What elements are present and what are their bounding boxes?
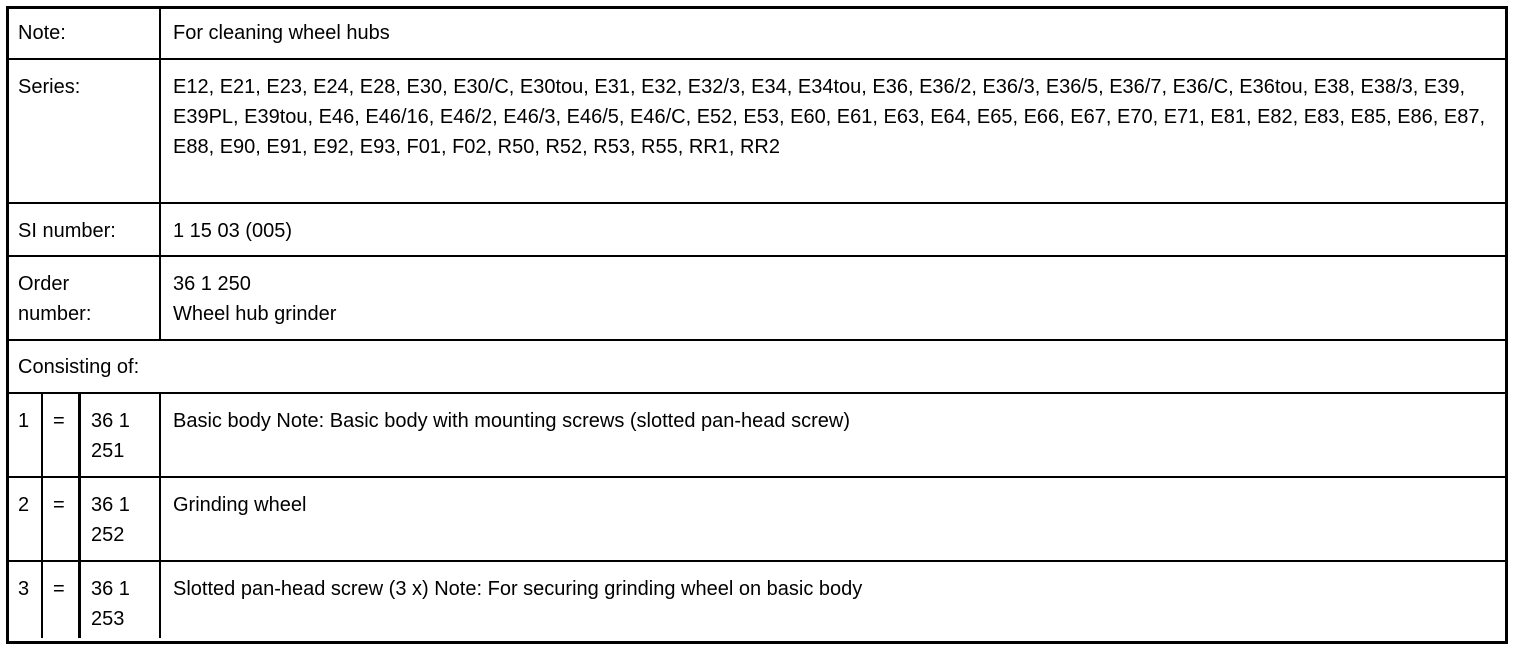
- si-number-value: 1 15 03 (005): [173, 220, 292, 242]
- part-number: 36 1 253: [91, 578, 136, 630]
- part-description: Slotted pan-head screw (3 x) Note: For s…: [173, 578, 863, 600]
- part-index: 1: [18, 410, 30, 432]
- part-index: 3: [18, 578, 30, 600]
- part-equals: =: [53, 410, 65, 432]
- order-name: Wheel hub grinder: [173, 303, 337, 325]
- column-divider: [159, 393, 161, 638]
- part-description: Grinding wheel: [173, 494, 307, 516]
- row-divider: [9, 560, 1505, 562]
- row-divider: [9, 58, 1505, 60]
- column-divider: [78, 393, 81, 638]
- column-divider: [159, 9, 161, 340]
- row-divider: [9, 202, 1505, 204]
- parts-table: [6, 6, 1508, 644]
- row-divider: [9, 255, 1505, 257]
- row-divider: [9, 339, 1505, 341]
- part-number: 36 1 251: [91, 410, 136, 462]
- note-value: For cleaning wheel hubs: [173, 22, 390, 44]
- order-number-value: 36 1 250: [173, 273, 251, 295]
- part-description: Basic body Note: Basic body with mountin…: [173, 410, 850, 432]
- series-value: E12, E21, E23, E24, E28, E30, E30/C, E30…: [173, 76, 1491, 158]
- part-equals: =: [53, 578, 65, 600]
- series-label: Series:: [18, 76, 81, 98]
- part-number: 36 1 252: [91, 494, 136, 546]
- si-number-label: SI number:: [18, 220, 116, 242]
- column-divider: [41, 393, 43, 638]
- row-divider: [9, 476, 1505, 478]
- consisting-of-label: Consisting of:: [18, 356, 140, 378]
- order-number-label: Order number:: [18, 273, 92, 325]
- part-index: 2: [18, 494, 30, 516]
- row-divider: [9, 392, 1505, 394]
- note-label: Note:: [18, 22, 66, 44]
- part-equals: =: [53, 494, 65, 516]
